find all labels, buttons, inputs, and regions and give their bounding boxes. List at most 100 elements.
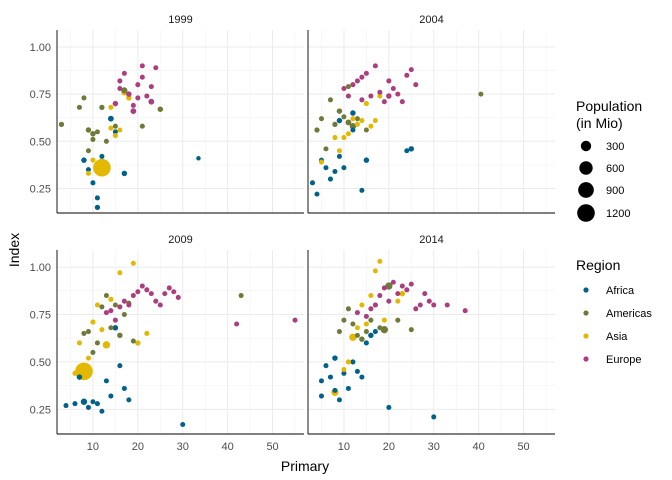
data-point-africa bbox=[359, 374, 365, 380]
data-point-asia bbox=[372, 268, 378, 274]
data-point-asia bbox=[349, 333, 357, 341]
data-point-europe bbox=[139, 74, 145, 80]
data-point-asia bbox=[359, 118, 365, 124]
size-legend-label: 900 bbox=[606, 185, 624, 197]
data-point-africa bbox=[341, 370, 347, 376]
data-point-africa bbox=[341, 165, 347, 171]
data-point-asia bbox=[126, 95, 132, 101]
data-point-americas bbox=[354, 332, 360, 338]
data-point-europe bbox=[139, 63, 145, 69]
data-point-europe bbox=[144, 93, 150, 99]
data-point-europe bbox=[117, 304, 123, 310]
data-point-asia bbox=[332, 135, 338, 141]
data-point-americas bbox=[341, 317, 347, 323]
data-point-europe bbox=[368, 306, 374, 312]
data-point-americas bbox=[130, 338, 136, 344]
data-point-africa bbox=[99, 153, 105, 159]
data-point-africa bbox=[90, 399, 96, 405]
data-point-asia bbox=[108, 104, 114, 110]
data-point-africa bbox=[408, 146, 415, 152]
color-legend-item-asia: Asia bbox=[583, 331, 628, 343]
y-tick-label: 1.00 bbox=[30, 42, 51, 54]
data-point-americas bbox=[94, 340, 100, 346]
panel-title: 2009 bbox=[168, 234, 192, 246]
y-tick-label: 0.25 bbox=[30, 183, 51, 195]
data-point-asia bbox=[345, 359, 351, 365]
data-point-africa bbox=[314, 191, 320, 197]
data-point-asia bbox=[359, 302, 365, 308]
data-point-europe bbox=[175, 294, 181, 300]
data-point-asia bbox=[368, 123, 374, 129]
data-point-europe bbox=[139, 283, 145, 289]
data-point-africa bbox=[354, 368, 360, 374]
x-tick-label: 10 bbox=[87, 441, 99, 453]
data-point-africa bbox=[336, 153, 342, 159]
data-point-africa bbox=[332, 168, 338, 175]
data-point-asia bbox=[341, 366, 347, 373]
color-legend-label: Europe bbox=[606, 354, 641, 366]
y-tick-label: 0.75 bbox=[30, 89, 51, 101]
data-point-africa bbox=[80, 398, 88, 405]
data-point-europe bbox=[135, 289, 141, 295]
data-point-europe bbox=[408, 67, 414, 73]
data-point-americas bbox=[117, 332, 123, 339]
data-point-americas bbox=[103, 292, 109, 299]
data-point-americas bbox=[238, 292, 244, 299]
data-point-africa bbox=[196, 156, 201, 161]
data-point-europe bbox=[377, 89, 383, 95]
data-point-americas bbox=[478, 91, 484, 97]
data-point-africa bbox=[117, 363, 123, 369]
data-point-europe bbox=[431, 302, 437, 308]
data-point-europe bbox=[359, 74, 365, 80]
data-point-africa bbox=[336, 397, 342, 403]
data-point-europe bbox=[112, 317, 118, 323]
data-point-africa bbox=[350, 359, 356, 365]
data-point-africa bbox=[94, 195, 100, 201]
data-point-americas bbox=[121, 87, 128, 94]
data-point-europe bbox=[399, 283, 405, 289]
color-legend-label: Asia bbox=[606, 331, 628, 343]
data-point-europe bbox=[363, 70, 369, 76]
data-point-americas bbox=[349, 123, 357, 130]
data-point-asia bbox=[85, 355, 91, 361]
data-point-europe bbox=[341, 85, 347, 92]
x-tick-label: 50 bbox=[266, 441, 278, 453]
data-point-africa bbox=[94, 401, 100, 407]
data-point-asia bbox=[341, 135, 347, 141]
data-point-europe bbox=[171, 289, 177, 295]
data-point-europe bbox=[399, 99, 405, 105]
data-point-americas bbox=[314, 127, 320, 133]
data-point-americas bbox=[103, 138, 109, 144]
data-point-africa bbox=[323, 165, 329, 171]
data-point-europe bbox=[153, 298, 159, 304]
data-point-americas bbox=[336, 329, 342, 335]
data-point-europe bbox=[130, 102, 136, 108]
data-point-europe bbox=[350, 82, 356, 88]
data-point-africa bbox=[318, 393, 325, 399]
data-point-europe bbox=[354, 310, 360, 316]
data-point-asia bbox=[395, 298, 401, 304]
data-point-europe bbox=[395, 91, 401, 97]
data-point-europe bbox=[234, 321, 240, 327]
data-point-europe bbox=[153, 65, 159, 71]
data-point-europe bbox=[103, 310, 109, 316]
data-point-americas bbox=[318, 116, 325, 122]
data-point-asia bbox=[354, 121, 360, 127]
color-legend-key bbox=[583, 356, 589, 362]
data-point-americas bbox=[345, 306, 351, 312]
data-point-americas bbox=[121, 311, 127, 318]
color-legend-label: Africa bbox=[606, 285, 635, 297]
data-point-africa bbox=[112, 325, 119, 331]
data-point-africa bbox=[126, 397, 132, 403]
data-point-africa bbox=[404, 148, 410, 154]
data-point-europe bbox=[135, 95, 141, 101]
data-point-europe bbox=[148, 291, 154, 297]
data-point-americas bbox=[85, 127, 92, 133]
size-legend-label: 600 bbox=[606, 163, 624, 175]
data-point-europe bbox=[404, 287, 410, 293]
data-point-americas bbox=[408, 327, 414, 333]
data-point-africa bbox=[112, 129, 118, 135]
panel-title: 2014 bbox=[419, 234, 443, 246]
data-point-africa bbox=[76, 374, 83, 380]
